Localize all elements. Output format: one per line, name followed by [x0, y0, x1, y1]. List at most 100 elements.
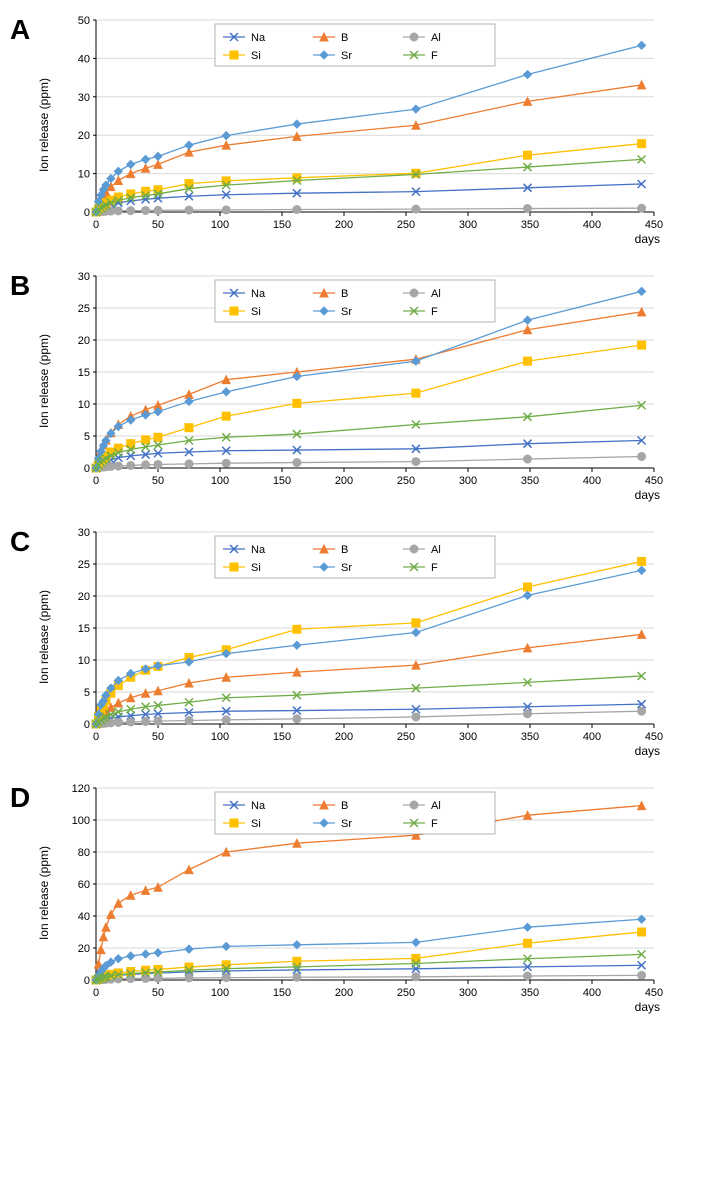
svg-text:450: 450 — [645, 731, 663, 743]
svg-text:0: 0 — [93, 475, 99, 487]
svg-text:30: 30 — [78, 271, 90, 283]
svg-text:150: 150 — [273, 219, 291, 231]
chart-wrap: 01020304050050100150200250300350400450Na… — [50, 10, 670, 240]
chart-a: 01020304050050100150200250300350400450Na… — [50, 10, 670, 240]
legend: NaBAlSiSrF — [215, 792, 495, 834]
y-axis-label: Ion release (ppm) — [37, 590, 51, 684]
x-axis-label: days — [635, 744, 660, 758]
svg-text:350: 350 — [521, 731, 539, 743]
svg-text:100: 100 — [211, 987, 229, 999]
svg-text:300: 300 — [459, 219, 477, 231]
panel-c: C051015202530050100150200250300350400450… — [10, 522, 702, 752]
svg-text:25: 25 — [78, 303, 90, 315]
svg-text:350: 350 — [521, 219, 539, 231]
svg-text:Na: Na — [251, 288, 266, 300]
svg-text:Si: Si — [251, 562, 261, 574]
legend: NaBAlSiSrF — [215, 24, 495, 66]
panel-b: B051015202530050100150200250300350400450… — [10, 266, 702, 496]
svg-text:5: 5 — [84, 431, 90, 443]
svg-text:250: 250 — [397, 219, 415, 231]
svg-text:F: F — [431, 562, 438, 574]
svg-text:0: 0 — [84, 975, 90, 987]
svg-text:Na: Na — [251, 544, 266, 556]
svg-text:40: 40 — [78, 911, 90, 923]
svg-text:Sr: Sr — [341, 306, 352, 318]
svg-text:100: 100 — [211, 731, 229, 743]
svg-text:B: B — [341, 288, 348, 300]
svg-text:Al: Al — [431, 544, 441, 556]
svg-text:0: 0 — [84, 719, 90, 731]
svg-text:400: 400 — [583, 987, 601, 999]
svg-text:Al: Al — [431, 32, 441, 44]
svg-text:200: 200 — [335, 475, 353, 487]
svg-text:0: 0 — [93, 987, 99, 999]
svg-text:F: F — [431, 818, 438, 830]
svg-text:Si: Si — [251, 306, 261, 318]
svg-text:350: 350 — [521, 475, 539, 487]
svg-text:350: 350 — [521, 987, 539, 999]
svg-text:50: 50 — [152, 731, 164, 743]
svg-text:150: 150 — [273, 987, 291, 999]
svg-text:30: 30 — [78, 527, 90, 539]
svg-text:450: 450 — [645, 987, 663, 999]
svg-text:0: 0 — [84, 463, 90, 475]
y-axis-label: Ion release (ppm) — [37, 846, 51, 940]
svg-text:250: 250 — [397, 731, 415, 743]
svg-text:15: 15 — [78, 623, 90, 635]
svg-text:100: 100 — [211, 219, 229, 231]
legend: NaBAlSiSrF — [215, 536, 495, 578]
panel-letter: D — [10, 778, 50, 814]
svg-text:5: 5 — [84, 687, 90, 699]
svg-text:25: 25 — [78, 559, 90, 571]
svg-text:B: B — [341, 800, 348, 812]
svg-text:50: 50 — [152, 987, 164, 999]
chart-b: 051015202530050100150200250300350400450N… — [50, 266, 670, 496]
svg-text:50: 50 — [78, 15, 90, 27]
chart-wrap: 051015202530050100150200250300350400450N… — [50, 266, 670, 496]
panel-a: A01020304050050100150200250300350400450N… — [10, 10, 702, 240]
svg-text:400: 400 — [583, 475, 601, 487]
svg-text:400: 400 — [583, 219, 601, 231]
y-axis-label: Ion release (ppm) — [37, 78, 51, 172]
svg-text:60: 60 — [78, 879, 90, 891]
svg-text:20: 20 — [78, 591, 90, 603]
svg-text:400: 400 — [583, 731, 601, 743]
svg-text:100: 100 — [211, 475, 229, 487]
svg-text:10: 10 — [78, 169, 90, 181]
svg-text:100: 100 — [72, 815, 90, 827]
svg-text:200: 200 — [335, 987, 353, 999]
panel-letter: C — [10, 522, 50, 558]
panel-letter: A — [10, 10, 50, 46]
svg-text:300: 300 — [459, 475, 477, 487]
svg-text:50: 50 — [152, 475, 164, 487]
chart-d: 0204060801001200501001502002503003504004… — [50, 778, 670, 1008]
x-axis-label: days — [635, 1000, 660, 1014]
svg-text:50: 50 — [152, 219, 164, 231]
x-axis-label: days — [635, 232, 660, 246]
svg-text:150: 150 — [273, 475, 291, 487]
svg-text:250: 250 — [397, 987, 415, 999]
svg-text:Na: Na — [251, 800, 266, 812]
svg-text:F: F — [431, 306, 438, 318]
chart-c: 051015202530050100150200250300350400450N… — [50, 522, 670, 752]
svg-text:20: 20 — [78, 335, 90, 347]
svg-text:80: 80 — [78, 847, 90, 859]
svg-text:0: 0 — [84, 207, 90, 219]
svg-text:150: 150 — [273, 731, 291, 743]
x-axis-label: days — [635, 488, 660, 502]
svg-text:10: 10 — [78, 655, 90, 667]
svg-text:30: 30 — [78, 92, 90, 104]
svg-text:B: B — [341, 544, 348, 556]
svg-text:0: 0 — [93, 731, 99, 743]
svg-text:40: 40 — [78, 53, 90, 65]
svg-text:120: 120 — [72, 783, 90, 795]
svg-text:Si: Si — [251, 50, 261, 62]
chart-wrap: 0204060801001200501001502002503003504004… — [50, 778, 670, 1008]
svg-text:20: 20 — [78, 943, 90, 955]
svg-text:20: 20 — [78, 130, 90, 142]
legend: NaBAlSiSrF — [215, 280, 495, 322]
svg-text:Sr: Sr — [341, 50, 352, 62]
svg-text:F: F — [431, 50, 438, 62]
svg-text:300: 300 — [459, 731, 477, 743]
svg-text:10: 10 — [78, 399, 90, 411]
